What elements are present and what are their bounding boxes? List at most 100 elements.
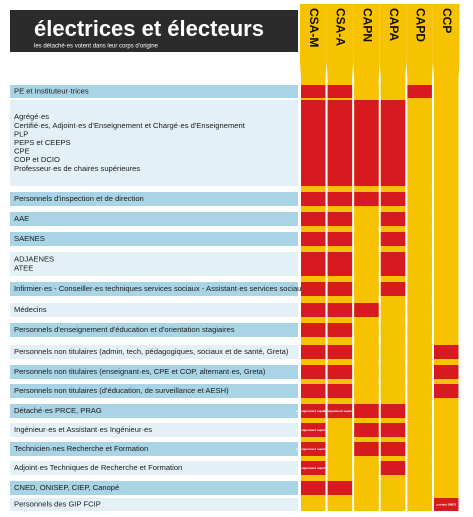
cell-text: enseignement supérieur bbox=[296, 409, 332, 413]
cell bbox=[354, 100, 379, 186]
row-label: Personnels des GIP FCIP bbox=[14, 500, 101, 509]
row-label: CPE bbox=[14, 147, 30, 156]
column-header: CAPA bbox=[387, 8, 401, 41]
cell bbox=[380, 481, 406, 495]
row-label: AAE bbox=[14, 214, 29, 223]
cell bbox=[354, 232, 379, 246]
cell bbox=[301, 85, 326, 98]
cell bbox=[407, 498, 432, 511]
cell bbox=[327, 100, 353, 186]
row-label-bar bbox=[10, 442, 298, 456]
cell bbox=[327, 323, 353, 337]
cell bbox=[301, 345, 326, 359]
column-header: CCP bbox=[440, 8, 454, 33]
cell bbox=[354, 345, 379, 359]
cell bbox=[354, 423, 379, 437]
cell bbox=[407, 85, 432, 98]
row-label: Personnels d'enseignement d'éducation et… bbox=[14, 325, 235, 334]
cell bbox=[407, 100, 432, 186]
cell bbox=[301, 365, 326, 379]
cell bbox=[380, 212, 406, 226]
cell bbox=[327, 423, 353, 437]
cell bbox=[434, 192, 459, 206]
cell bbox=[434, 442, 459, 456]
row-label-bar bbox=[10, 192, 298, 206]
cell-text: enseignement supérieur bbox=[323, 409, 359, 413]
cell bbox=[354, 85, 379, 98]
cell bbox=[434, 345, 459, 359]
cell bbox=[354, 498, 379, 511]
cell bbox=[380, 384, 406, 398]
row-label: Technicien·nes Recherche et Formation bbox=[14, 444, 148, 453]
cell-text: enseignement supérieur bbox=[296, 447, 332, 451]
row-label: Professeur·es de chaires supérieures bbox=[14, 164, 140, 173]
row-label: ADJAENES bbox=[14, 255, 54, 264]
row-label: Agrégé·es bbox=[14, 112, 49, 121]
row-label: PLP bbox=[14, 129, 28, 138]
cell bbox=[327, 85, 353, 98]
row-label-bar bbox=[10, 345, 298, 359]
cell bbox=[380, 85, 406, 98]
cell bbox=[380, 323, 406, 337]
cell bbox=[380, 423, 406, 437]
cell bbox=[327, 481, 353, 495]
column-header: CAPD bbox=[413, 8, 427, 42]
cell bbox=[407, 345, 432, 359]
row-label-bar bbox=[10, 282, 298, 296]
cell bbox=[434, 232, 459, 246]
row-label: COP et DCIO bbox=[14, 155, 60, 164]
row-label-bar bbox=[10, 404, 298, 418]
cell bbox=[327, 404, 353, 418]
cell bbox=[354, 384, 379, 398]
cell bbox=[327, 498, 353, 511]
cell bbox=[354, 303, 379, 317]
cell bbox=[301, 384, 326, 398]
cell bbox=[301, 442, 326, 456]
cell bbox=[301, 404, 326, 418]
cell bbox=[354, 404, 379, 418]
cell bbox=[434, 404, 459, 418]
cell bbox=[407, 461, 432, 475]
cell bbox=[301, 212, 326, 226]
cell bbox=[301, 323, 326, 337]
row-label-bar bbox=[10, 498, 298, 511]
cell bbox=[407, 212, 432, 226]
cell bbox=[380, 498, 406, 511]
cell bbox=[354, 481, 379, 495]
cell bbox=[301, 232, 326, 246]
row-label: PE et Instituteur·trices bbox=[14, 87, 89, 96]
cell bbox=[380, 192, 406, 206]
cell bbox=[301, 282, 326, 296]
row-label-bar bbox=[10, 365, 298, 379]
cell bbox=[407, 282, 432, 296]
cell bbox=[301, 100, 326, 186]
cell-text: enseignement supérieur bbox=[296, 466, 332, 470]
column-header: CSA-M bbox=[307, 8, 321, 47]
row-label-bar bbox=[10, 252, 298, 276]
cell bbox=[327, 212, 353, 226]
cell bbox=[354, 282, 379, 296]
row-label: Personnels non titulaires (enseignant·es… bbox=[14, 367, 266, 376]
cell bbox=[407, 384, 432, 398]
cell bbox=[434, 365, 459, 379]
cell bbox=[434, 323, 459, 337]
cell-text: enseignement supérieur bbox=[296, 428, 332, 432]
cell bbox=[434, 481, 459, 495]
cell bbox=[327, 442, 353, 456]
row-label: SAENES bbox=[14, 234, 45, 243]
row-label-bar bbox=[10, 232, 298, 246]
cell bbox=[434, 85, 459, 98]
row-label-bar bbox=[10, 85, 298, 98]
row-label: ATEE bbox=[14, 263, 33, 272]
cell bbox=[327, 345, 353, 359]
cell bbox=[301, 461, 326, 475]
cell bbox=[301, 303, 326, 317]
cell bbox=[407, 365, 432, 379]
cell bbox=[380, 282, 406, 296]
cell bbox=[327, 461, 353, 475]
cell bbox=[434, 303, 459, 317]
cell bbox=[434, 282, 459, 296]
row-label-bar bbox=[10, 481, 298, 495]
